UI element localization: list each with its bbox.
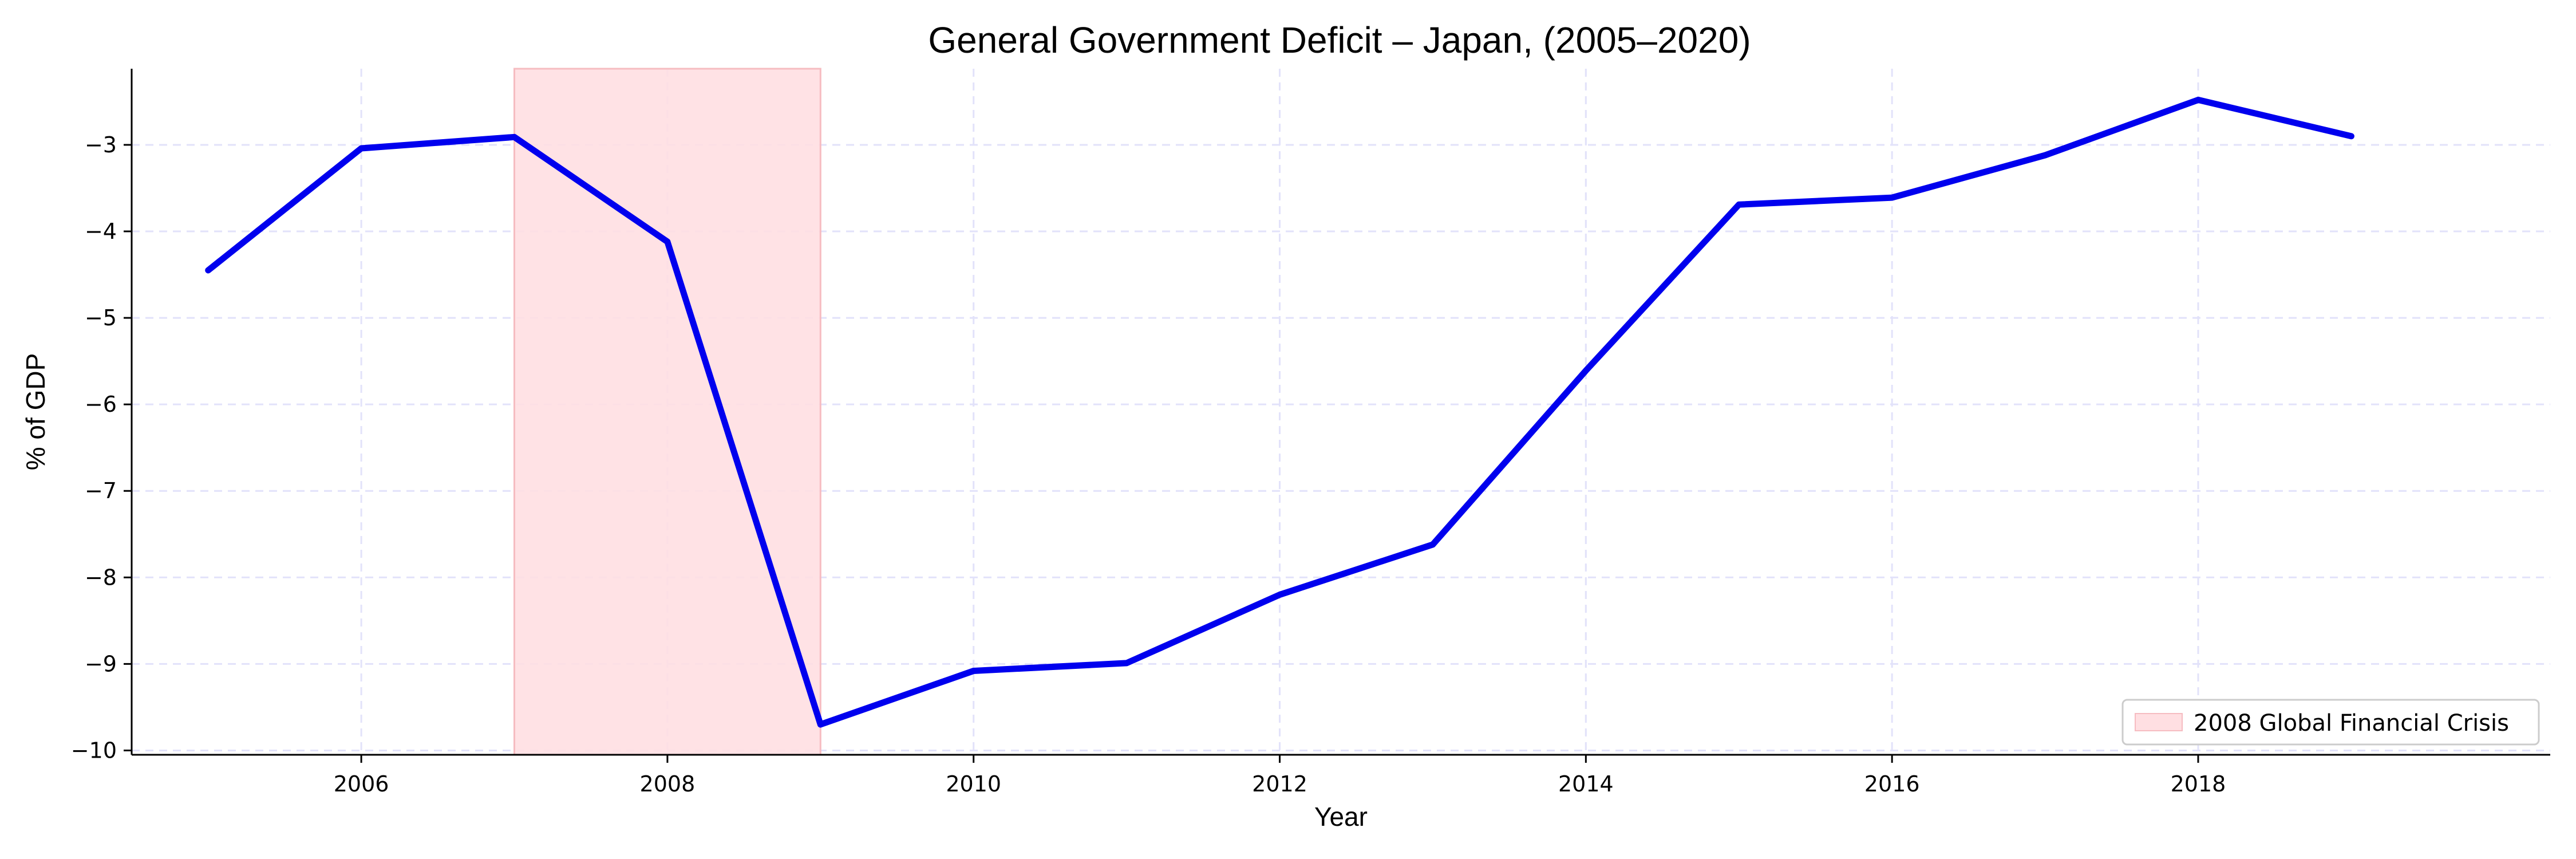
x-tick-label: 2012 — [1252, 771, 1307, 797]
x-axis-label: Year — [1314, 802, 1368, 832]
legend: 2008 Global Financial Crisis — [2121, 699, 2540, 746]
x-tick-label: 2008 — [640, 771, 696, 797]
legend-box — [2121, 699, 2540, 746]
x-tick-label: 2006 — [334, 771, 389, 797]
x-tick-label: 2016 — [1864, 771, 1920, 797]
shaded-region — [513, 68, 821, 756]
y-ticks: −3 −4 −5 −6 −7 −8 −9 −10 — [71, 132, 132, 763]
y-tick-label: −7 — [85, 478, 117, 503]
series-line — [205, 96, 2354, 728]
y-tick-label: −4 — [85, 219, 117, 244]
y-tick-label: −6 — [85, 392, 117, 417]
x-tick-label: 2014 — [1558, 771, 1614, 797]
x-tick-label: 2018 — [2171, 771, 2226, 797]
axes — [131, 69, 2550, 756]
legend-swatch — [2135, 713, 2183, 731]
y-tick-label: −5 — [85, 305, 117, 330]
x-tick-label: 2010 — [946, 771, 1001, 797]
legend-label: 2008 Global Financial Crisis — [2194, 710, 2509, 736]
y-tick-label: −9 — [85, 651, 117, 676]
y-axis-label: % of GDP — [21, 353, 50, 471]
y-tick-label: −3 — [85, 132, 117, 157]
y-tick-label: −8 — [85, 565, 117, 590]
chart-title: General Government Deficit – Japan, (200… — [928, 19, 1751, 61]
y-tick-label: −10 — [71, 738, 117, 763]
series-lines — [205, 96, 2354, 728]
shaded-regions — [513, 68, 821, 756]
x-ticks: 2006 2008 2010 2012 2014 2016 2018 — [334, 755, 2226, 797]
